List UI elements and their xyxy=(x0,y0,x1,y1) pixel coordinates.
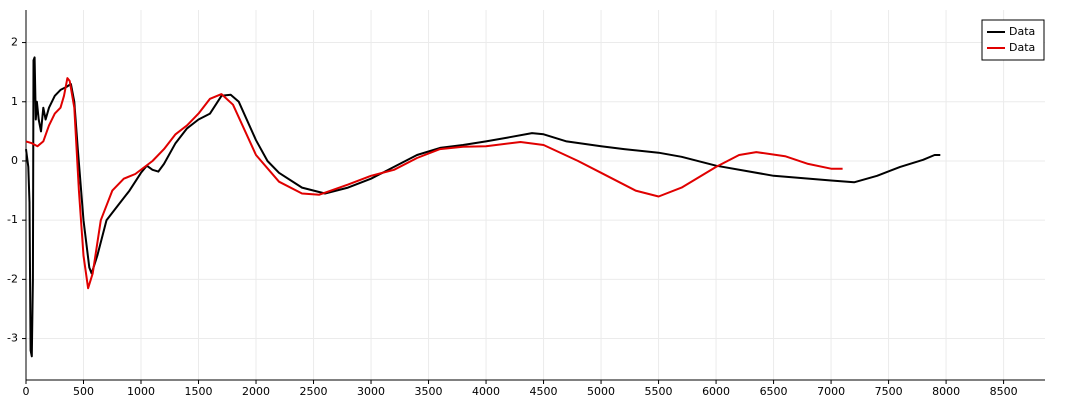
x-tick-label: 4000 xyxy=(472,385,500,398)
x-tick-label: 7000 xyxy=(817,385,845,398)
x-tick-label: 5500 xyxy=(645,385,673,398)
x-tick-label: 2500 xyxy=(300,385,328,398)
y-tick-label: -3 xyxy=(7,332,18,345)
data-line xyxy=(25,56,941,358)
x-tick-label: 7500 xyxy=(875,385,903,398)
x-tick-label: 8500 xyxy=(990,385,1018,398)
x-tick-label: 0 xyxy=(23,385,30,398)
legend-box xyxy=(981,19,1045,61)
x-tick-label: 1500 xyxy=(185,385,213,398)
legend-label: Data xyxy=(1009,41,1035,54)
x-tick-label: 6500 xyxy=(760,385,788,398)
x-tick-label: 6000 xyxy=(702,385,730,398)
x-tick-label: 3500 xyxy=(415,385,443,398)
x-tick-label: 500 xyxy=(73,385,94,398)
x-tick-label: 5000 xyxy=(587,385,615,398)
legend-label: Data xyxy=(1009,25,1035,38)
x-tick-label: 8000 xyxy=(932,385,960,398)
y-tick-label: -2 xyxy=(7,272,18,285)
x-tick-label: 3000 xyxy=(357,385,385,398)
y-tick-label: 2 xyxy=(11,36,18,49)
x-tick-label: 1000 xyxy=(127,385,155,398)
y-tick-label: 1 xyxy=(11,95,18,108)
y-tick-label: 0 xyxy=(11,154,18,167)
y-tick-label: -1 xyxy=(7,213,18,226)
x-tick-label: 2000 xyxy=(242,385,270,398)
x-tick-label: 4500 xyxy=(530,385,558,398)
data-line xyxy=(25,77,843,290)
